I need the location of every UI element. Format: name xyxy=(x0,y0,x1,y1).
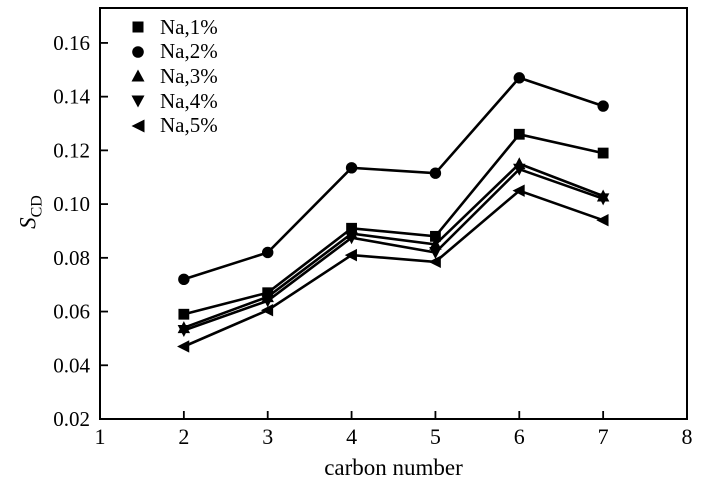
x-axis-tick-labels: 1 2 3 4 5 6 7 8 xyxy=(95,424,693,449)
svg-text:0.12: 0.12 xyxy=(53,138,90,162)
legend-item: Na,1% xyxy=(130,15,218,40)
series-line-4 xyxy=(183,189,604,348)
svg-text:7: 7 xyxy=(598,424,609,449)
circle-marker-icon xyxy=(132,46,144,58)
svg-text:1: 1 xyxy=(95,424,106,449)
y-axis-ticks xyxy=(100,42,108,420)
triangle-down-marker-icon xyxy=(131,95,145,108)
legend-label: Na,5% xyxy=(160,113,218,138)
series-markers-0 xyxy=(178,128,609,320)
series-markers-4 xyxy=(177,184,609,353)
svg-text:0.08: 0.08 xyxy=(53,246,90,270)
series-line-2 xyxy=(183,162,604,329)
svg-text:2: 2 xyxy=(178,424,189,449)
svg-text:0.10: 0.10 xyxy=(53,192,90,216)
svg-text:0.02: 0.02 xyxy=(53,407,90,431)
legend-label: Na,2% xyxy=(160,39,218,64)
svg-text:0.04: 0.04 xyxy=(53,353,90,377)
x-axis-ticks xyxy=(99,411,688,419)
legend-item: Na,3% xyxy=(130,64,218,89)
square-marker-icon xyxy=(132,21,144,33)
legend-item: Na,2% xyxy=(130,40,218,65)
y-axis-tick-labels: 0.02 0.04 0.06 0.08 0.10 0.12 0.14 0.16 xyxy=(53,31,90,431)
legend-item: Na,5% xyxy=(130,113,218,138)
legend-label: Na,3% xyxy=(160,63,218,88)
legend-label: Na,4% xyxy=(160,88,218,113)
triangle-left-marker-icon xyxy=(131,119,145,133)
legend: Na,1% Na,2% Na,3% Na,4% Na,5% xyxy=(130,15,218,138)
svg-text:4: 4 xyxy=(346,424,357,449)
y-axis-title: SCD xyxy=(16,195,47,229)
plot-frame xyxy=(99,7,688,420)
legend-item: Na,4% xyxy=(130,89,218,114)
x-axis-title: carbon number xyxy=(324,455,463,480)
series-line-0 xyxy=(183,132,604,316)
series-line-1 xyxy=(183,76,604,281)
svg-text:6: 6 xyxy=(514,424,525,449)
series-markers-1 xyxy=(178,72,609,286)
legend-label: Na,1% xyxy=(160,14,218,39)
series-markers-3 xyxy=(177,163,610,337)
series-line-3 xyxy=(183,167,604,332)
triangle-up-marker-icon xyxy=(131,69,145,82)
y-axis-title-subscript: CD xyxy=(28,195,46,218)
y-axis-title-symbol: S xyxy=(15,217,41,229)
svg-text:0.14: 0.14 xyxy=(53,85,90,109)
svg-text:0.16: 0.16 xyxy=(53,31,90,55)
svg-text:5: 5 xyxy=(430,424,441,449)
svg-text:3: 3 xyxy=(262,424,273,449)
svg-text:0.06: 0.06 xyxy=(53,300,90,324)
svg-text:8: 8 xyxy=(682,424,693,449)
